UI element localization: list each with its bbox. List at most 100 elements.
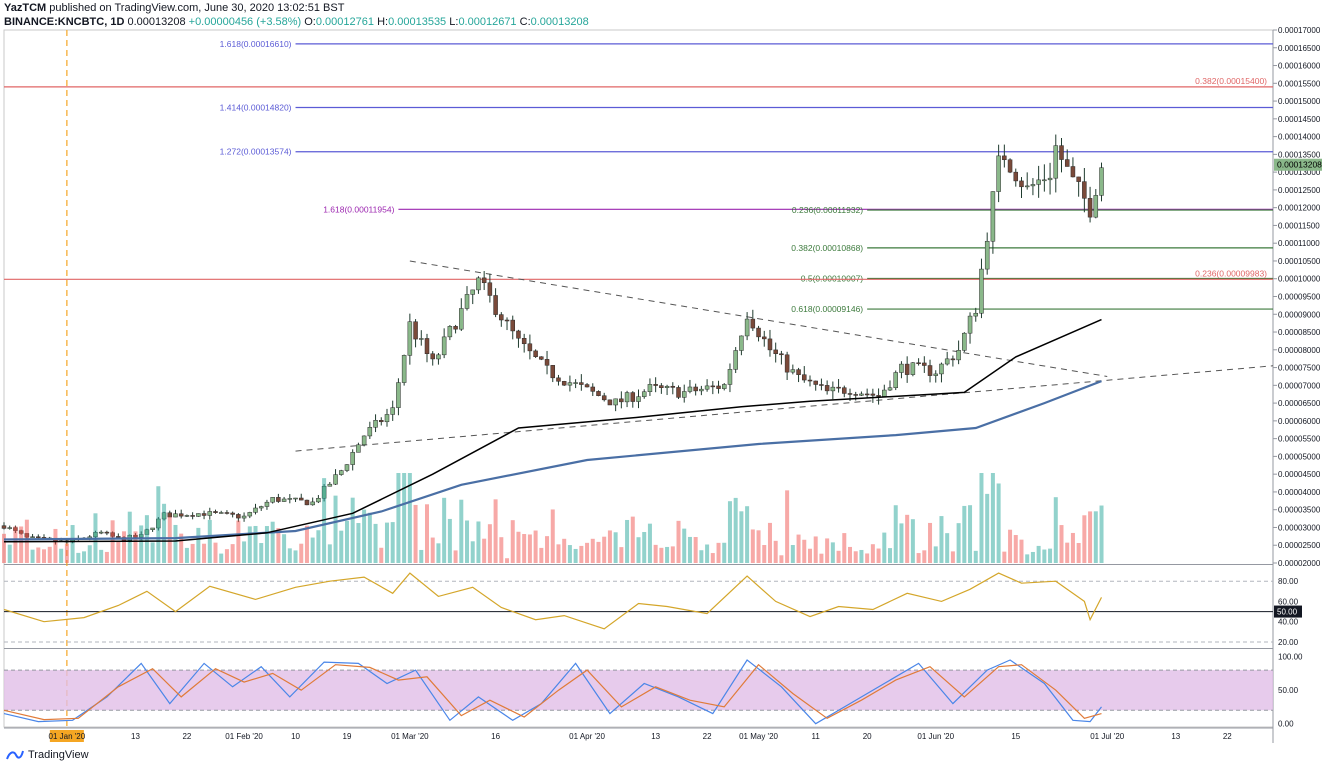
volume-bar: [465, 520, 470, 563]
candle-body: [150, 527, 155, 530]
candle-body: [190, 515, 195, 517]
candle-body: [990, 191, 996, 242]
volume-bar: [1070, 532, 1075, 563]
volume-bar: [636, 537, 641, 563]
volume-bar: [493, 499, 498, 563]
candle-body: [1036, 179, 1041, 185]
candle-body: [864, 393, 870, 396]
price-axis-tick: 0.00013500: [1278, 150, 1321, 159]
volume-bar: [59, 548, 64, 563]
candle-body: [407, 321, 413, 356]
candle-body: [213, 511, 218, 513]
candle-body: [413, 321, 418, 340]
candle-body: [218, 512, 224, 514]
candle-body: [1064, 159, 1070, 167]
candle-body: [1070, 166, 1076, 178]
volume-bar: [236, 520, 241, 563]
price-axis-tick: 0.00008500: [1278, 328, 1321, 337]
volume-bar: [870, 544, 875, 563]
price-axis-tick: 0.00008000: [1278, 346, 1321, 355]
level-label: 0.236(0.00009983): [1195, 268, 1267, 278]
candle-body: [641, 391, 647, 397]
candle-body: [258, 506, 264, 509]
candle-body: [1013, 171, 1019, 182]
price-axis-tick: 0.00015000: [1278, 97, 1321, 106]
volume-bar: [973, 550, 978, 563]
time-axis-tick: 01 May '20: [739, 732, 778, 741]
volume-bar: [990, 473, 995, 563]
candle-body: [430, 353, 435, 360]
volume-bar: [596, 541, 601, 563]
candle-body: [647, 384, 653, 393]
brand-name[interactable]: TradingView: [28, 749, 89, 761]
volume-bar: [293, 550, 298, 563]
candle-body: [464, 294, 470, 309]
candle-body: [842, 387, 847, 394]
rsi-current-label: 50.00: [1277, 608, 1298, 617]
open-value: 0.00012761: [315, 16, 374, 28]
candle-body: [356, 444, 361, 453]
candle-body: [493, 295, 498, 315]
level-label: 1.414(0.00014820): [220, 102, 292, 112]
level-label: 1.618(0.00016610): [220, 39, 292, 49]
volume-bar: [853, 551, 858, 563]
footer: TradingView: [6, 749, 89, 761]
volume-bar: [242, 541, 247, 563]
close-label: C:: [519, 16, 531, 28]
volume-bar: [436, 543, 441, 563]
volume-bar: [224, 549, 229, 563]
volume-bar: [373, 523, 378, 563]
volume-bar: [247, 526, 252, 563]
time-axis-tick: 01 Jun '20: [917, 732, 954, 741]
volume-bar: [184, 547, 189, 563]
candle-body: [899, 363, 904, 373]
volume-bar: [613, 532, 618, 563]
price-axis-tick: 0.00012000: [1278, 204, 1321, 213]
price-axis-tick: 0.00004500: [1278, 470, 1321, 479]
volume-bar: [470, 541, 475, 563]
publisher-name[interactable]: YazTCM: [4, 2, 47, 14]
candle-body: [453, 326, 458, 330]
candle-body: [607, 399, 613, 406]
candle-body: [624, 392, 630, 403]
symbol-label[interactable]: BINANCE:KNCBTC, 1D: [4, 16, 125, 28]
volume-bar: [1042, 549, 1047, 563]
volume-bar: [310, 537, 315, 563]
time-axis-tick: 13: [1171, 732, 1180, 741]
candle-body: [579, 382, 584, 385]
volume-bar: [687, 536, 692, 563]
volume-bar: [425, 504, 429, 563]
time-axis-tick: 10: [291, 732, 300, 741]
candle-body: [184, 515, 190, 517]
candle-body: [721, 384, 727, 389]
volume-bar: [447, 518, 452, 563]
volume-bar: [413, 504, 418, 563]
rsi-axis-tick: 80.00: [1278, 577, 1299, 586]
stoch-band: [4, 670, 1273, 711]
volume-bar: [905, 514, 910, 563]
volume-bar: [933, 546, 938, 563]
candle-body: [253, 507, 258, 513]
candle-body: [756, 327, 761, 338]
candle-body: [636, 396, 641, 402]
volume-bar: [510, 520, 515, 563]
candle-body: [316, 498, 321, 503]
volume-bar: [276, 528, 281, 563]
last-price-label: 0.00013208: [1277, 160, 1322, 170]
volume-bar: [442, 497, 447, 563]
volume-bar: [665, 546, 670, 563]
volume-bar: [653, 544, 658, 563]
volume-bar: [922, 550, 927, 563]
volume-bar: [253, 525, 258, 563]
rsi-axis-tick: 20.00: [1278, 638, 1299, 647]
candles-group: [1, 134, 1104, 545]
level-label: 0.618(0.00009146): [791, 304, 863, 314]
candle-body: [516, 330, 521, 339]
candle-body: [630, 392, 636, 402]
price-axis-tick: 0.00007000: [1278, 381, 1321, 390]
candle-body: [984, 240, 990, 270]
candle-body: [653, 384, 658, 386]
volume-bar: [7, 544, 12, 563]
volume-bar: [550, 509, 555, 563]
